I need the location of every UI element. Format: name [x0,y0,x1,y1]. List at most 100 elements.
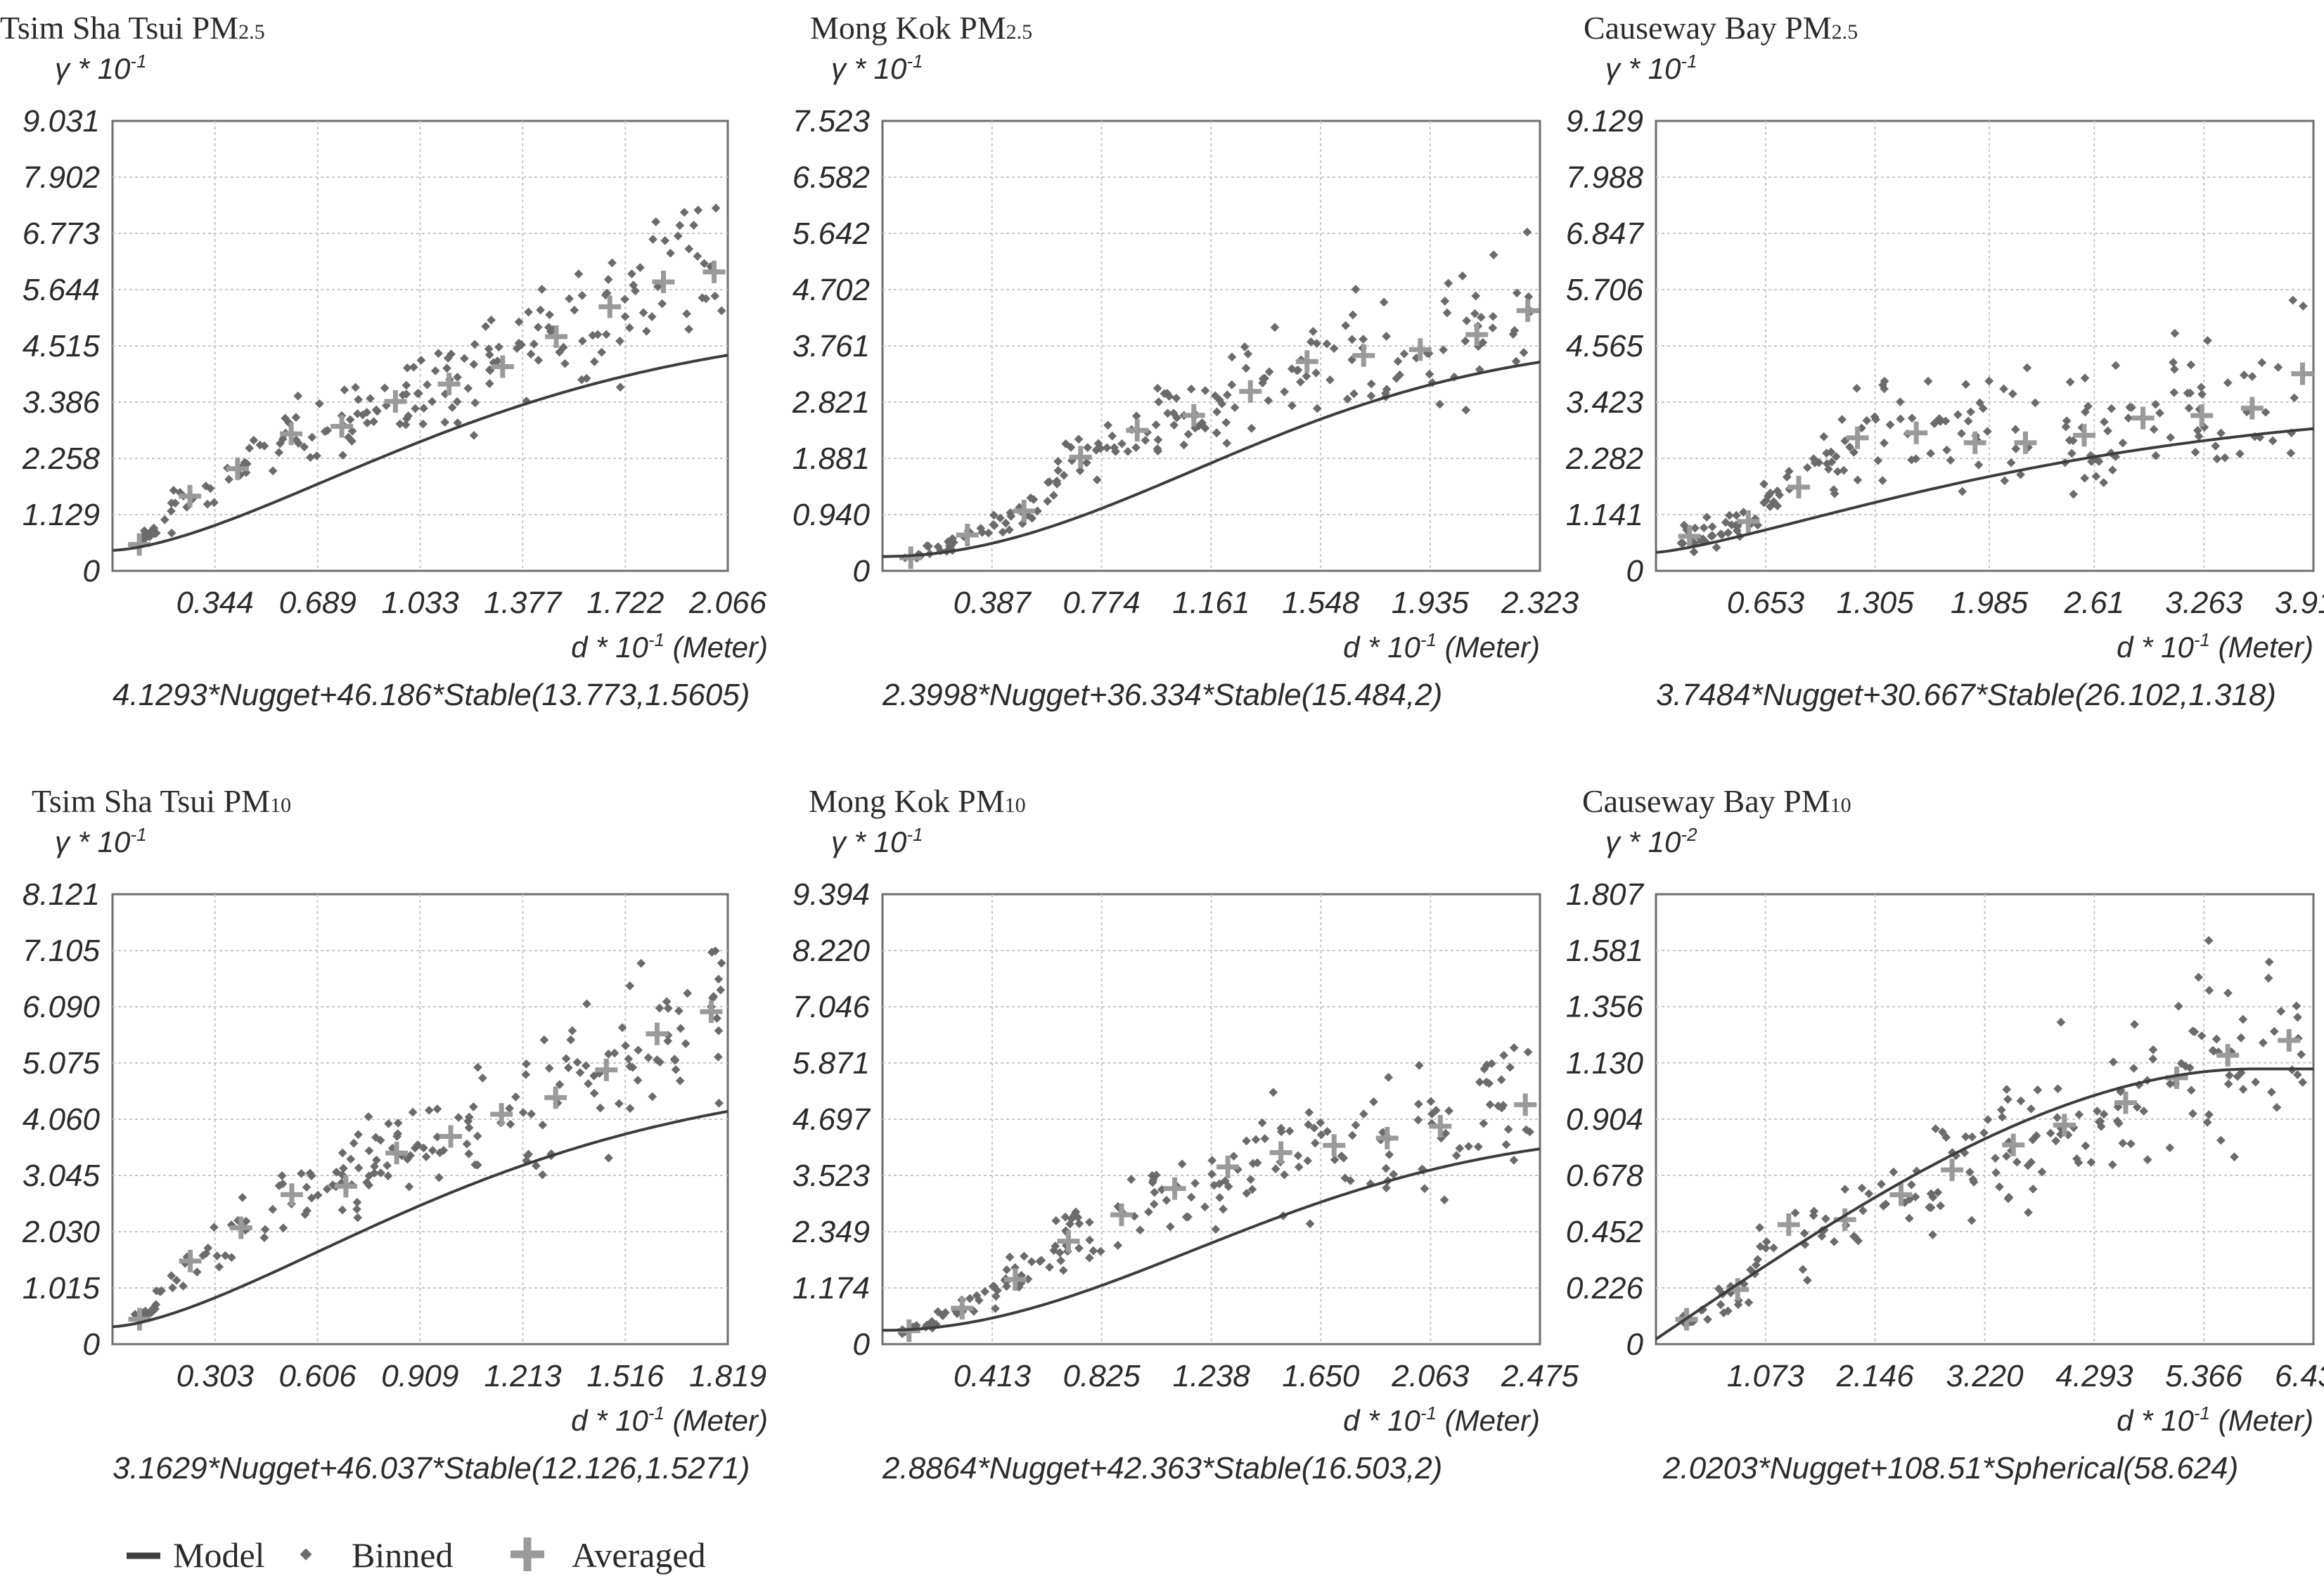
binned-point [1337,1152,1347,1161]
x-tick-label: 2.61 [2064,586,2125,620]
binned-point [1880,376,1889,386]
binned-point [1020,1251,1029,1261]
averaged-point [1013,499,1036,522]
binned-point [1523,1047,1533,1057]
binned-point [1998,1112,2007,1122]
binned-point [2046,1128,2055,1138]
binned-point [1676,539,1686,548]
binned-point [1351,1121,1361,1130]
binned-point [2225,1071,2234,1080]
averaged-point [1408,338,1432,361]
binned-point [2129,1064,2138,1073]
binned-point [1460,336,1470,346]
binned-point [1369,1097,1378,1107]
y-tick-label: 1.581 [1566,934,1643,968]
x-tick-label: 0.825 [1063,1359,1141,1393]
binned-point [1821,1214,1830,1223]
binned-point [2197,382,2206,392]
x-axis-label: d * 10-1 (Meter) [2117,629,2313,664]
binned-point [2067,449,2076,458]
binned-point [2074,1158,2084,1168]
y-tick-label: 1.015 [23,1271,101,1305]
y-tick-label: 3.523 [792,1159,871,1193]
x-axis-label: d * 10-1 (Meter) [2117,1403,2313,1437]
binned-point [1439,345,1448,354]
binned-point [1958,486,1967,496]
binned-point [2151,399,2160,409]
x-tick-label: 3.915 [2275,586,2324,620]
x-tick-label: 1.819 [689,1359,766,1393]
binned-point [2130,1019,2139,1029]
binned-point [1316,1130,1326,1140]
x-axis-label: d * 10-1 (Meter) [571,1403,768,1437]
binned-point [1911,1192,1920,1201]
binned-point [2220,453,2230,463]
x-tick-label: 2.323 [1501,586,1579,620]
legend-model-label: Model [173,1535,265,1575]
binned-point [2028,1184,2038,1194]
x-tick-label: 0.774 [1063,586,1140,620]
binned-point [1420,1184,1430,1194]
binned-point [2080,473,2090,483]
averaged-point [490,1102,513,1126]
averaged-point [1110,1204,1133,1227]
binned-point [1200,1202,1209,1212]
binned-point [1496,1075,1506,1085]
binned-point [1999,384,2008,394]
x-axis-label: d * 10-1 (Meter) [1343,629,1540,664]
binned-point [2081,1141,2091,1151]
binned-point [1464,1142,1473,1152]
binned-point [1215,1193,1224,1202]
binned-point [1933,1187,1943,1197]
binned-point [1930,418,1940,427]
averaged-point [1057,1230,1080,1253]
binned-point [1832,467,1842,477]
y-tick-label: 2.821 [792,385,870,420]
binned-point [1389,1170,1399,1179]
binned-point [2086,1158,2096,1167]
averaged-point [1216,1155,1240,1178]
binned-point [2003,1095,2012,1104]
binned-point [2065,435,2074,445]
y-tick-label: 0.678 [1566,1159,1644,1193]
binned-point [1837,415,1847,425]
binned-point [2276,1007,2286,1016]
binned-point [2012,1157,2022,1167]
binned-point [1969,1177,1979,1187]
x-tick-label: 1.305 [1837,586,1915,620]
binned-point [1096,1246,1105,1256]
x-tick-label: 0.344 [176,586,254,620]
model-equation: 3.1629*Nugget+46.037*Stable(12.126,1.527… [113,1451,750,1485]
binned-point [1186,1192,1196,1202]
binned-point [1485,1100,1495,1109]
binned-point [2008,389,2017,399]
binned-point [2292,1070,2302,1080]
binned-point [938,1311,948,1320]
binned-point [2298,1078,2307,1087]
binned-point [2268,436,2278,446]
binned-point [1304,1120,1313,1130]
binned-point [2062,416,2072,426]
binned-point [2003,1194,2013,1204]
binned-point [1689,547,1699,557]
averaged-point [1323,1134,1346,1157]
binned-point [1067,1214,1077,1224]
binned-point [1316,1118,1325,1128]
averaged-point [280,423,303,446]
binned-point [1162,1196,1171,1205]
averaged-point [899,546,923,569]
binned-point [1790,1208,1800,1218]
binned-point [1183,1212,1193,1222]
averaged-point [1941,1159,1964,1182]
binned-point [1484,1078,1494,1088]
binned-point [1303,1156,1313,1166]
binned-point [1871,415,1880,424]
binned-point [1931,1124,1940,1133]
binned-point [2264,974,2273,983]
binned-point [1488,323,1498,333]
x-tick-label: 3.263 [2165,586,2243,620]
binned-point [1074,1219,1084,1228]
y-tick-label: 1.881 [792,441,870,476]
binned-point [1938,1127,1947,1137]
binned-point [1768,1243,1778,1253]
